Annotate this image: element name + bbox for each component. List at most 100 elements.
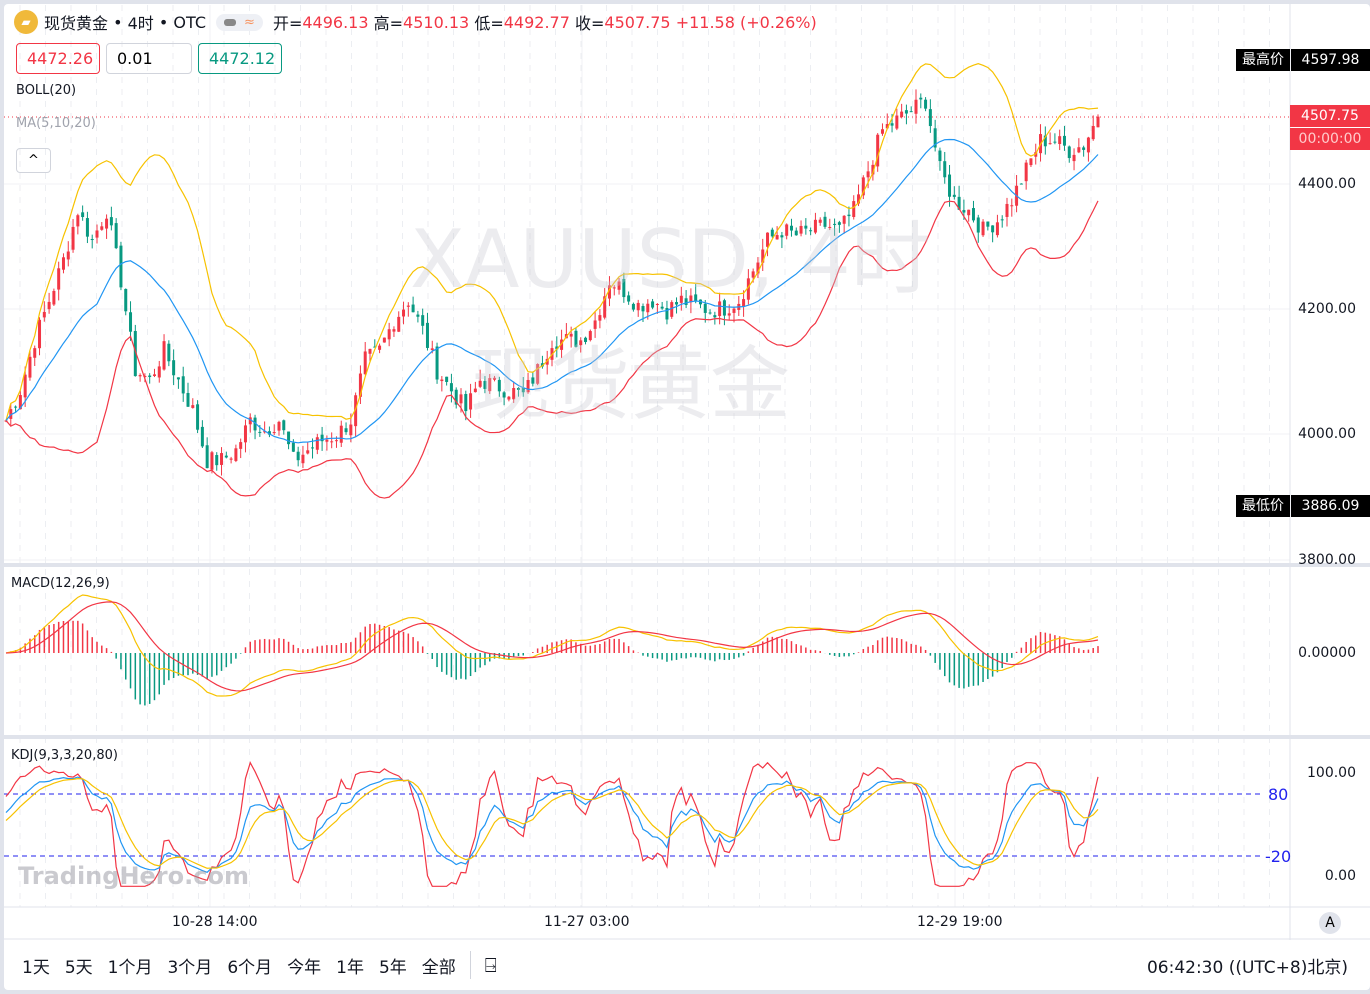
candle xyxy=(718,301,722,317)
candle xyxy=(641,306,645,312)
candle xyxy=(378,345,382,350)
time-tick: 12-29 19:00 xyxy=(917,914,1003,930)
candle xyxy=(1019,183,1023,185)
candle xyxy=(1048,143,1052,145)
open-value: 4496.13 xyxy=(302,12,369,32)
candle xyxy=(57,268,61,290)
candle xyxy=(349,424,353,436)
candle xyxy=(545,358,549,365)
candle xyxy=(114,223,118,249)
candle xyxy=(61,257,65,270)
candle xyxy=(991,225,995,233)
candle xyxy=(291,442,295,452)
candle xyxy=(1000,219,1004,221)
candle xyxy=(967,209,971,216)
range-button[interactable]: 6个月 xyxy=(227,957,273,978)
candle xyxy=(344,428,348,433)
range-button[interactable]: 1年 xyxy=(336,957,364,978)
change-value: +11.58 (+0.26%) xyxy=(675,12,817,32)
auto-scale-button[interactable]: A xyxy=(1319,912,1341,934)
candle xyxy=(440,379,444,382)
candle xyxy=(631,303,635,310)
candle xyxy=(38,319,42,349)
pane-separator xyxy=(4,563,1370,567)
interval[interactable]: 4时 xyxy=(127,14,154,33)
candle xyxy=(560,339,564,350)
date-range-icon[interactable]: ⍈ xyxy=(484,953,497,977)
candle xyxy=(722,300,726,316)
candle xyxy=(636,302,640,311)
candle xyxy=(703,303,707,313)
price-tick: 4200.00 xyxy=(1298,301,1356,317)
candle xyxy=(363,351,367,375)
candle xyxy=(943,161,947,178)
candle xyxy=(507,396,511,400)
candle xyxy=(191,405,195,408)
macd-label[interactable]: MACD(12,26,9) xyxy=(11,576,110,591)
kdj-level-80: 80 xyxy=(1268,785,1289,804)
divider xyxy=(469,951,471,979)
candle xyxy=(311,447,315,449)
range-button[interactable]: 1天 xyxy=(22,957,50,978)
candle xyxy=(900,111,904,118)
candle xyxy=(272,432,276,434)
candle xyxy=(971,208,975,221)
symbol-name[interactable]: 现货黄金 xyxy=(44,14,109,33)
status-pill[interactable]: ≈ xyxy=(216,13,263,31)
candle xyxy=(809,230,813,232)
clock[interactable]: 06:42:30 ((UTC+8)北京) xyxy=(1146,957,1348,978)
candle xyxy=(459,394,463,404)
ma-label[interactable]: MA(5,10,20) xyxy=(16,116,96,131)
kdj-label[interactable]: KDJ(9,3,3,20,80) xyxy=(11,748,118,763)
candle xyxy=(497,379,501,392)
candle xyxy=(622,278,626,298)
low-label: 低= xyxy=(474,14,504,33)
candle xyxy=(540,363,544,367)
bottom-toolbar: 1天 5天 1个月 3个月 6个月 今年 1年 5年 全部 ⍈ 06:42:30 ((UTC+8… xyxy=(0,940,1370,990)
range-button[interactable]: 全部 xyxy=(421,957,456,978)
candle xyxy=(516,387,520,390)
candle xyxy=(785,224,789,236)
candle xyxy=(358,373,362,397)
candle xyxy=(833,223,837,225)
macd-dea-line xyxy=(5,601,1099,692)
candle xyxy=(406,305,410,307)
buy-button[interactable]: 4472.12 xyxy=(198,43,282,74)
candle xyxy=(1086,137,1090,153)
candle xyxy=(880,129,884,134)
range-button[interactable]: 5天 xyxy=(64,957,93,978)
range-button[interactable]: 5年 xyxy=(378,957,407,978)
candle xyxy=(751,271,755,278)
candle xyxy=(689,295,693,303)
high-price-value: 4597.98 xyxy=(1291,49,1370,71)
price-tick: 4400.00 xyxy=(1298,176,1356,192)
candle xyxy=(100,226,104,230)
time-tick: 10-28 14:00 xyxy=(172,914,258,930)
candle xyxy=(612,287,616,289)
candle xyxy=(66,251,70,260)
boll-label[interactable]: BOLL(20) xyxy=(16,83,77,98)
candle xyxy=(651,301,655,308)
candle xyxy=(952,194,956,197)
collapse-indicators-button[interactable]: ^ xyxy=(16,148,51,173)
candle xyxy=(684,298,688,305)
price-tick: 3800.00 xyxy=(1298,552,1356,568)
candle xyxy=(756,262,760,274)
sell-button[interactable]: 4472.26 xyxy=(16,43,100,74)
candle xyxy=(526,379,530,393)
kdj-level-20-text: 20 xyxy=(1270,847,1292,866)
range-button[interactable]: 3个月 xyxy=(167,957,213,978)
candle xyxy=(876,134,880,167)
boll-lower-line xyxy=(5,200,1099,499)
candle xyxy=(866,171,870,178)
candle xyxy=(574,330,578,347)
range-button[interactable]: 1个月 xyxy=(107,957,153,978)
spread-field[interactable]: 0.01 xyxy=(106,43,192,74)
candle xyxy=(421,315,425,326)
range-button[interactable]: 今年 xyxy=(287,957,322,978)
kdj-k-line xyxy=(5,776,1099,873)
candle xyxy=(852,201,856,218)
candle xyxy=(1043,135,1047,147)
candle xyxy=(373,346,377,348)
